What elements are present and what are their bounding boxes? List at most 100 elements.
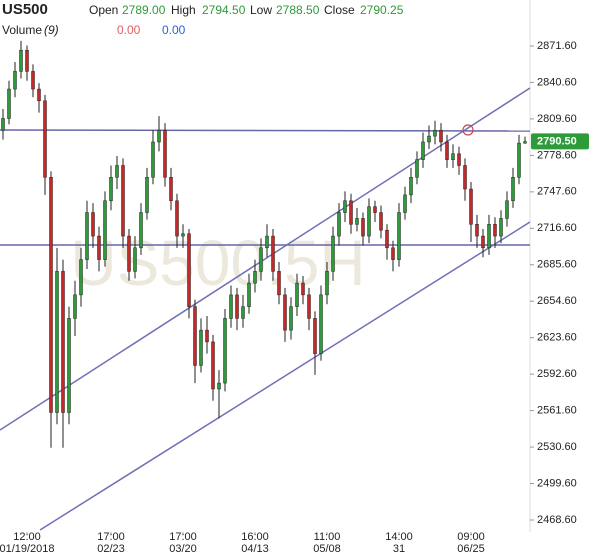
- y-tick-label: 2468.60: [537, 514, 577, 526]
- candle-body: [367, 206, 371, 237]
- candle-body: [211, 341, 215, 390]
- candle-body: [277, 271, 281, 296]
- candle-body: [265, 235, 269, 249]
- close-value: 2790.25: [360, 3, 404, 17]
- candle-body: [187, 233, 191, 307]
- candle-body: [43, 100, 47, 178]
- x-tick-time: 12:00: [13, 531, 41, 543]
- candle-body: [355, 218, 359, 225]
- candle-body: [451, 153, 455, 160]
- candle-body: [103, 200, 107, 260]
- candle-body: [7, 88, 11, 119]
- intersection-marker: [462, 124, 474, 136]
- y-tick-label: 2871.60: [537, 40, 577, 52]
- x-tick-time: 16:00: [241, 531, 269, 543]
- candle-body: [385, 229, 389, 249]
- candle-body: [397, 212, 401, 260]
- candle-body: [13, 71, 17, 90]
- y-tick-label: 2685.60: [537, 259, 577, 271]
- candle-body: [121, 165, 125, 237]
- candle-body: [97, 235, 101, 260]
- candle-body: [307, 294, 311, 319]
- y-tick-label: 2809.60: [537, 113, 577, 125]
- candle-body: [421, 141, 425, 160]
- candle-body: [343, 200, 347, 213]
- candle-body: [361, 218, 365, 237]
- header-bg: [0, 0, 400, 40]
- candle-body: [139, 212, 143, 249]
- candle-body: [325, 271, 329, 296]
- candle-body: [415, 159, 419, 178]
- y-tick-label: 2778.60: [537, 149, 577, 161]
- candles: [1, 40, 527, 448]
- open-label: Open: [89, 3, 118, 17]
- watermark: US500.5H: [70, 227, 365, 299]
- y-tick-label: 2623.60: [537, 332, 577, 344]
- y-tick-label: 2499.60: [537, 477, 577, 489]
- candle-body: [217, 382, 221, 390]
- candle-body: [391, 247, 395, 260]
- candle-body: [49, 177, 53, 413]
- channel-upper: [0, 87, 531, 431]
- candle-body: [235, 294, 239, 319]
- y-tick-label: 2592.60: [537, 368, 577, 380]
- candle-body: [241, 306, 245, 319]
- x-tick-date: 05/08: [313, 543, 341, 555]
- open-value: 2789.00: [122, 3, 166, 17]
- candle-body: [319, 294, 323, 354]
- candle-body: [133, 247, 137, 272]
- symbol: US500: [2, 1, 48, 18]
- candle-body: [73, 294, 77, 319]
- candle-body: [229, 294, 233, 319]
- high-value: 2794.50: [202, 3, 246, 17]
- candle-body: [439, 129, 443, 143]
- x-tick-date: 06/25: [457, 543, 485, 555]
- candle-body: [199, 329, 203, 366]
- candle-body: [373, 206, 377, 213]
- candle-body: [433, 129, 437, 137]
- y-tick-label: 2530.60: [537, 441, 577, 453]
- candle-body: [157, 129, 161, 143]
- candle-body: [25, 49, 29, 72]
- x-tick-time: 17:00: [169, 531, 197, 543]
- candle-body: [469, 188, 473, 225]
- candle-body: [151, 141, 155, 178]
- candle-body: [331, 235, 335, 272]
- x-tick-date: 31: [393, 543, 405, 555]
- y-tick-label: 2840.60: [537, 76, 577, 88]
- x-tick-time: 14:00: [385, 531, 413, 543]
- candle-body: [127, 235, 131, 272]
- x-tick-date: 04/13: [241, 543, 269, 555]
- volume-value-a: 0.00: [117, 23, 141, 37]
- y-tick-label: 2654.60: [537, 295, 577, 307]
- volume-period: (9): [44, 23, 59, 37]
- candle-body: [505, 200, 509, 219]
- candle-body: [253, 271, 257, 284]
- low-value: 2788.50: [276, 3, 320, 17]
- candle-body: [31, 71, 35, 90]
- candle-body: [475, 224, 479, 237]
- candle-body: [523, 141, 527, 144]
- candle-body: [259, 247, 263, 272]
- x-tick-time: 09:00: [457, 531, 485, 543]
- candle-body: [409, 177, 413, 196]
- high-label: High: [171, 3, 196, 17]
- candle-body: [487, 224, 491, 249]
- candle-body: [247, 282, 251, 307]
- candle-body: [379, 212, 383, 231]
- candle-body: [517, 142, 521, 178]
- candle-body: [349, 200, 353, 225]
- candle-body: [271, 235, 275, 272]
- last-price-label: 2790.50: [537, 135, 577, 147]
- candle-body: [337, 212, 341, 237]
- candle-body: [115, 165, 119, 178]
- last-price-tag: [531, 133, 589, 150]
- candle-body: [289, 306, 293, 331]
- candle-body: [55, 271, 59, 413]
- candle-body: [145, 177, 149, 213]
- x-tick-time: 11:00: [314, 531, 341, 543]
- candle-body: [67, 318, 71, 413]
- candle-body: [193, 306, 197, 366]
- volume-label: Volume: [2, 23, 42, 37]
- candle-body: [163, 129, 167, 178]
